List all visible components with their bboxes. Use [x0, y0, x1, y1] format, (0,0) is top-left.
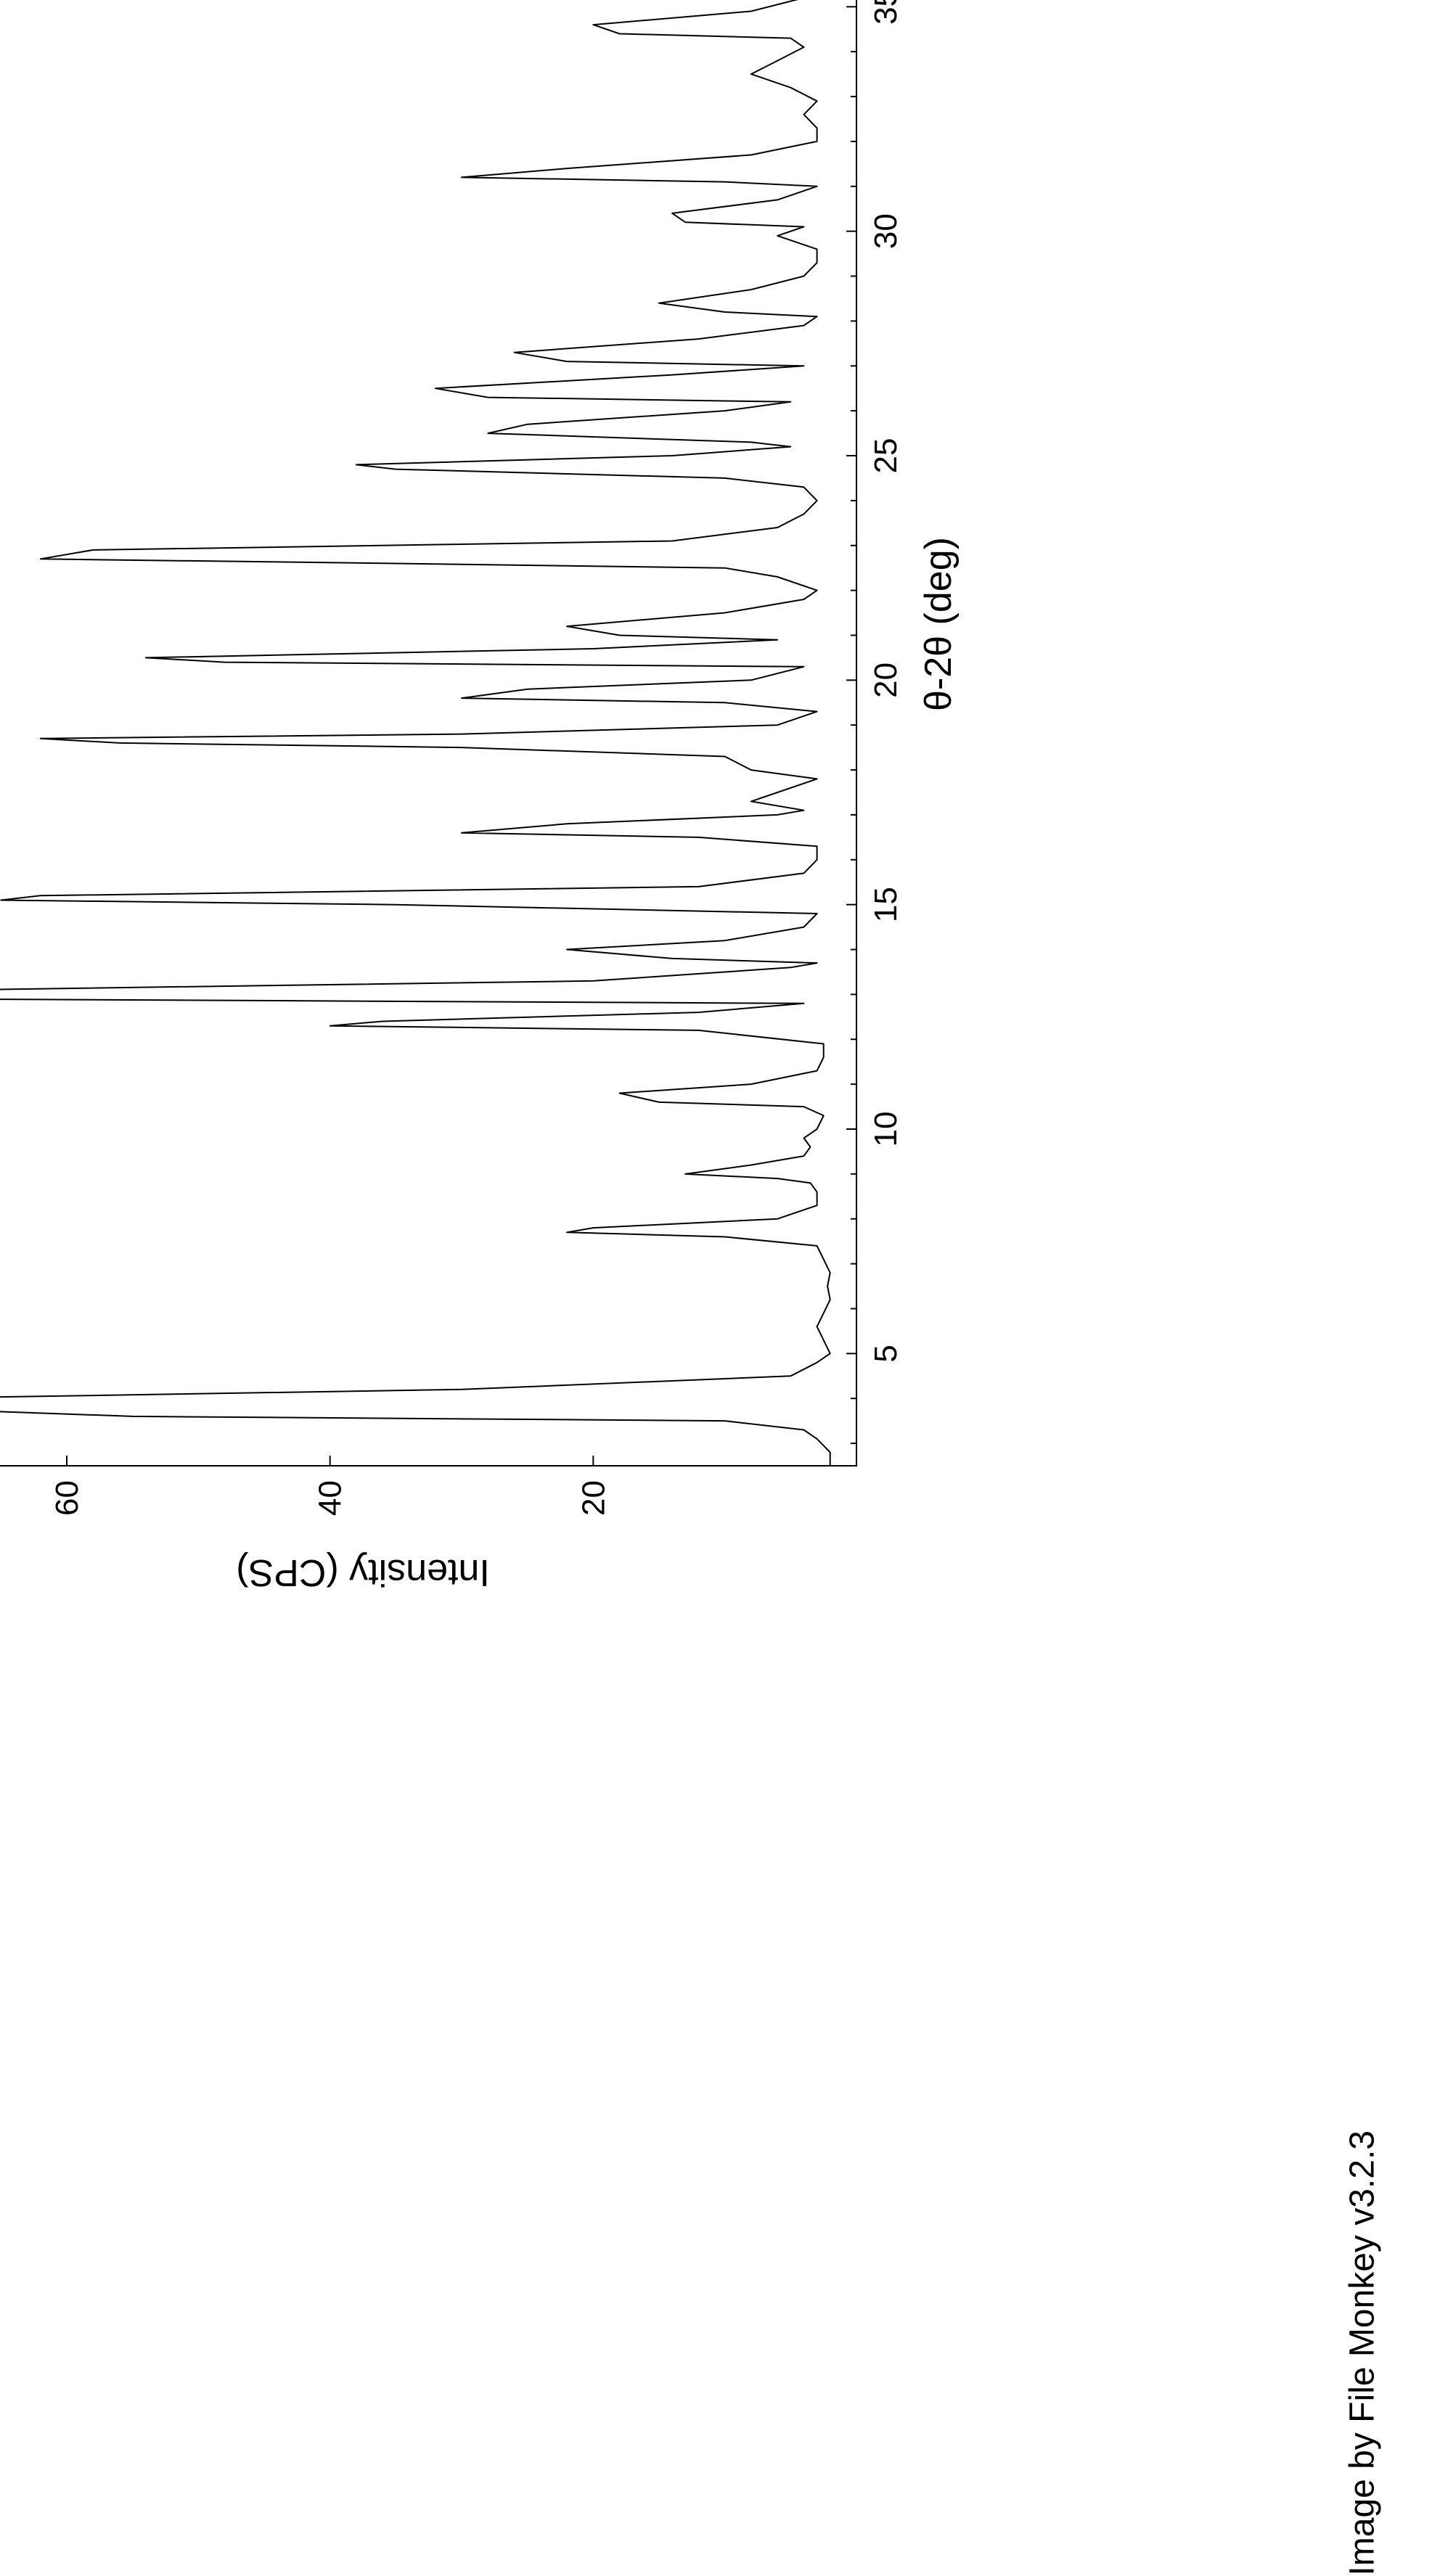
xrd-chart: 510152025303540204060θ-2θ (deg)Intensity… [0, 450, 1448, 1611]
x-tick-label: 35 [868, 0, 904, 25]
y-tick-label: 60 [49, 1480, 85, 1516]
plot-area [0, 0, 856, 1466]
x-tick-label: 5 [868, 1345, 904, 1362]
x-tick-label: 20 [868, 663, 904, 698]
y-axis-title: Intensity (CPS) [236, 1551, 490, 1593]
x-tick-label: 30 [868, 213, 904, 249]
x-axis-title: θ-2θ (deg) [917, 537, 960, 711]
x-tick-label: 10 [868, 1112, 904, 1147]
x-tick-label: 15 [868, 887, 904, 922]
page: FIG. 3 510152025303540204060θ-2θ (deg)In… [0, 0, 1448, 2159]
y-tick-label: 40 [313, 1480, 348, 1516]
x-tick-label: 25 [868, 438, 904, 474]
footer-credit: Image by File Monkey v3.2.3 [1343, 2130, 1383, 2576]
chart-svg: 510152025303540204060θ-2θ (deg)Intensity… [0, 0, 1002, 1611]
y-tick-label: 20 [576, 1480, 611, 1516]
